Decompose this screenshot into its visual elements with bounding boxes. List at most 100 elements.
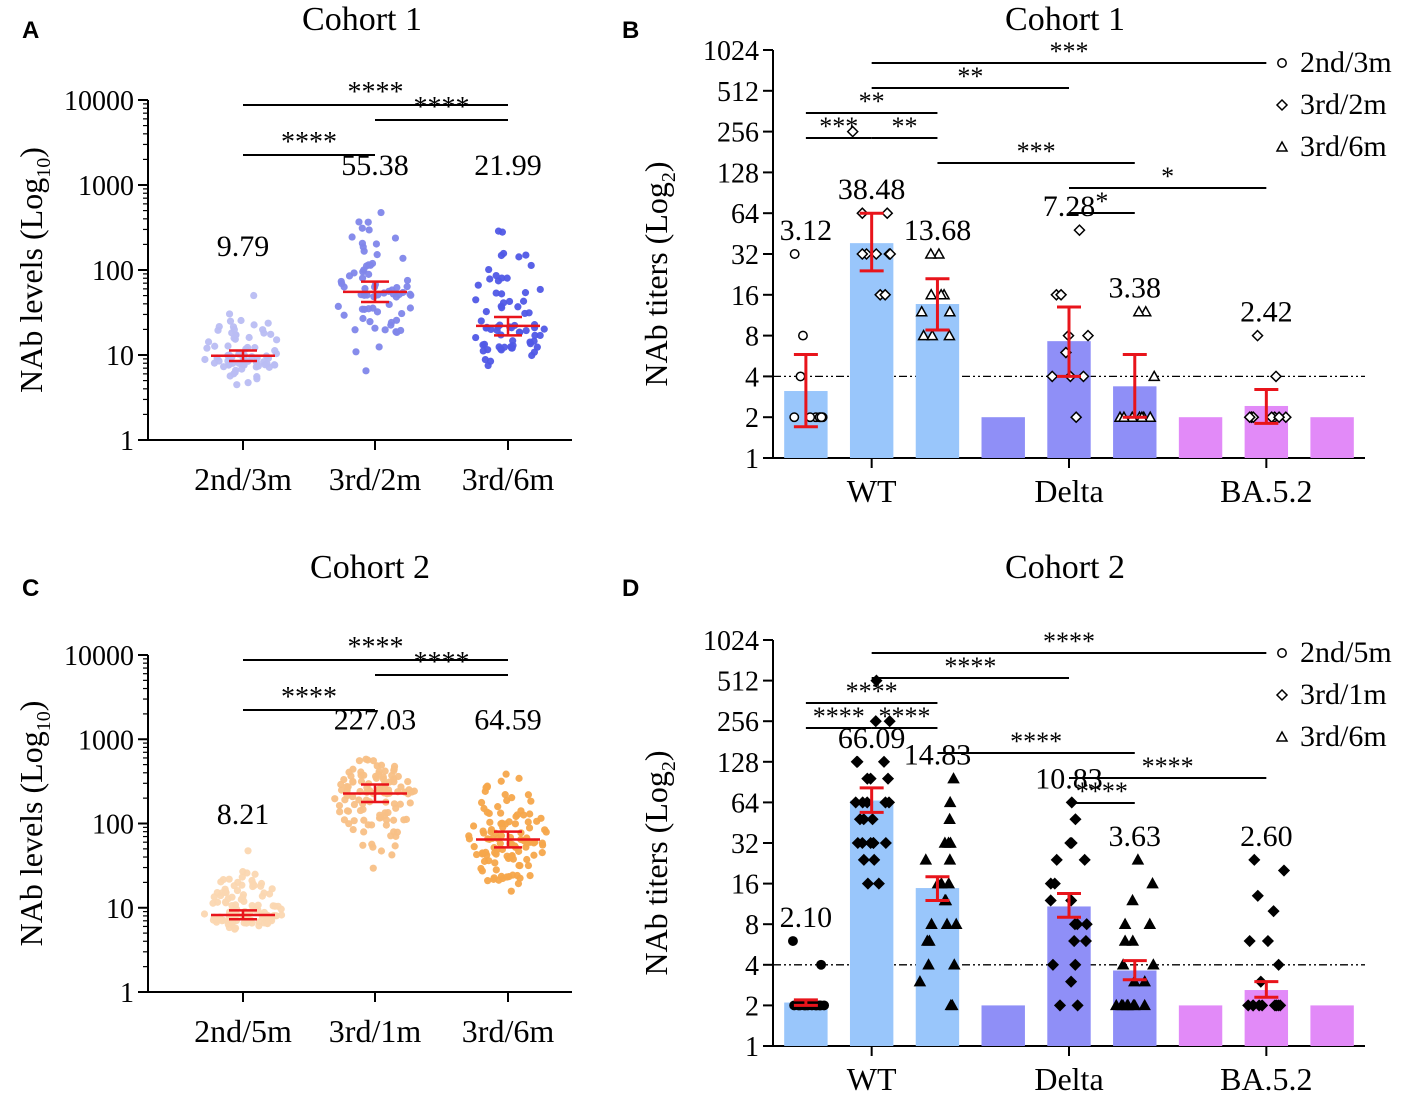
data-point xyxy=(502,770,510,778)
data-point xyxy=(497,251,505,260)
data-point xyxy=(277,911,286,919)
chart-title: Cohort 1 xyxy=(1005,1,1125,38)
data-point xyxy=(240,897,248,906)
points-3rd/6m xyxy=(472,227,548,370)
significance-label: **** xyxy=(813,702,865,731)
diamond-marker xyxy=(882,796,896,809)
y-tick-label: 1024 xyxy=(703,36,759,67)
circle-marker xyxy=(816,959,827,970)
diamond-marker xyxy=(877,755,891,768)
data-point xyxy=(203,344,211,352)
diamond-marker xyxy=(879,288,892,301)
data-point xyxy=(524,861,533,870)
data-point xyxy=(356,806,365,815)
data-point xyxy=(350,817,358,825)
data-point xyxy=(369,864,377,872)
diamond-marker xyxy=(1261,934,1274,948)
data-point xyxy=(271,347,279,355)
x-tick-label: BA.5.2 xyxy=(1220,473,1312,509)
y-axis-label-sub: 10 xyxy=(33,711,55,731)
data-point xyxy=(373,251,381,259)
data-point xyxy=(271,902,279,910)
data-point xyxy=(517,807,525,815)
y-tick-label: 1 xyxy=(120,978,134,1009)
data-point xyxy=(200,910,209,918)
data-point xyxy=(350,800,359,809)
panel-label: D xyxy=(622,575,639,602)
data-point xyxy=(525,309,533,317)
significance-label: **** xyxy=(348,77,404,108)
triangle-marker xyxy=(1126,934,1140,946)
data-point xyxy=(499,823,507,832)
bar-value-label: 7.28 xyxy=(1043,190,1096,223)
data-point xyxy=(498,304,506,312)
data-point xyxy=(248,876,256,885)
y-tick-label: 16 xyxy=(731,281,759,312)
data-point xyxy=(533,343,541,351)
data-point xyxy=(369,757,378,765)
data-point xyxy=(225,875,233,883)
diamond-marker xyxy=(1269,370,1283,383)
data-point xyxy=(472,296,480,304)
data-point xyxy=(507,853,515,861)
y-tick-label: 32 xyxy=(731,829,759,860)
y-axis-label-tail: ) xyxy=(13,701,49,712)
data-point xyxy=(368,840,376,848)
bar-value-label: 3.63 xyxy=(1109,820,1162,853)
data-point xyxy=(490,874,498,882)
data-point xyxy=(479,347,487,355)
diamond-marker xyxy=(1246,999,1260,1012)
points-3rd/1m xyxy=(331,755,418,872)
data-point xyxy=(351,326,359,334)
data-point xyxy=(360,828,368,836)
triangle-marker xyxy=(945,998,959,1011)
data-point xyxy=(480,829,488,837)
triangle-marker xyxy=(926,329,939,341)
data-point xyxy=(498,290,506,298)
data-point xyxy=(263,360,271,368)
data-point xyxy=(264,319,272,327)
data-point xyxy=(494,803,502,811)
data-point xyxy=(360,816,368,824)
data-point xyxy=(340,311,348,319)
circle-marker xyxy=(1277,58,1287,68)
diamond-marker xyxy=(869,715,882,728)
diamond-marker xyxy=(1277,864,1291,877)
y-tick-label: 64 xyxy=(731,199,759,230)
data-point xyxy=(494,227,503,235)
diamond-marker xyxy=(879,836,892,850)
data-point xyxy=(486,275,494,283)
data-point xyxy=(515,861,523,870)
triangle-marker xyxy=(1143,917,1157,929)
data-point xyxy=(477,317,485,325)
y-axis-label: NAb titers (Log2) xyxy=(638,750,680,975)
data-point xyxy=(536,285,544,294)
data-point xyxy=(406,290,414,298)
data-point xyxy=(360,266,368,274)
diamond-marker xyxy=(1251,889,1264,902)
data-point xyxy=(497,809,505,817)
y-axis-label-sub: 2 xyxy=(658,761,680,771)
circle-marker xyxy=(787,936,798,947)
significance-label: ** xyxy=(859,87,885,116)
y-tick-label: 8 xyxy=(745,910,759,941)
legend-label: 2nd/3m xyxy=(1300,46,1392,79)
points-2nd/3m xyxy=(201,291,281,389)
data-point xyxy=(519,297,528,305)
diamond-marker xyxy=(1071,999,1084,1012)
legend-label: 3rd/1m xyxy=(1300,678,1387,711)
data-point xyxy=(527,261,535,270)
diamond-marker xyxy=(1081,329,1095,342)
significance-label: **** xyxy=(348,632,404,663)
data-point xyxy=(364,821,372,829)
data-point xyxy=(507,887,515,895)
data-point xyxy=(388,851,396,859)
data-point xyxy=(374,770,383,778)
y-axis-label: NAb titers (Log2) xyxy=(638,161,680,386)
data-point xyxy=(343,783,351,791)
y-tick-label: 1 xyxy=(120,426,134,457)
data-point xyxy=(526,810,534,818)
bar xyxy=(1310,1005,1354,1046)
